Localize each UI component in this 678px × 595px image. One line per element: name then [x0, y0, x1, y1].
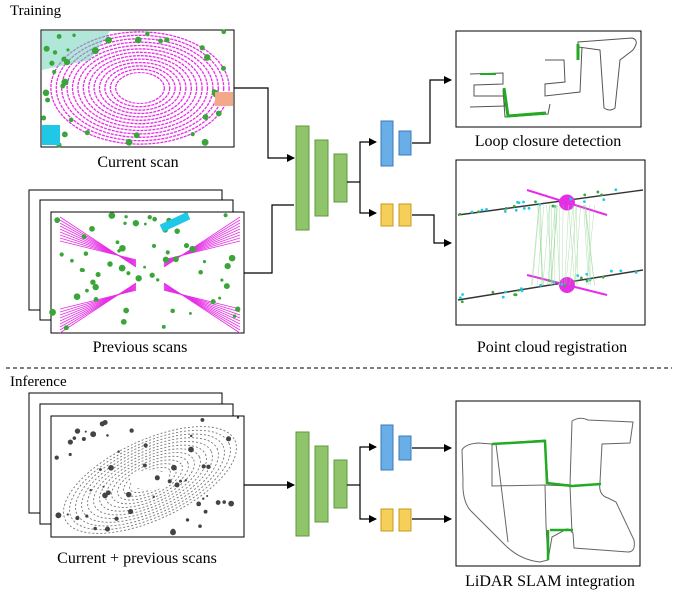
loop-closure-head-1	[380, 120, 394, 167]
training-section-title: Training	[10, 3, 62, 19]
inference-encoder	[295, 431, 348, 537]
previous-scans-label: Previous scans	[92, 339, 188, 356]
current-scan-connector	[234, 87, 295, 162]
previous-scans-stack	[28, 189, 245, 334]
previous-scans-connector	[244, 204, 294, 274]
current-scan-label: Current scan	[97, 154, 179, 171]
training-heads	[347, 76, 452, 247]
inference-heads	[347, 424, 452, 532]
loop-closure-output-image	[455, 30, 642, 128]
inference-section-title: Inference	[10, 374, 67, 390]
slam-output-image	[455, 400, 641, 567]
slam-label: LiDAR SLAM integration	[465, 573, 635, 590]
registration-output-image	[455, 159, 646, 326]
registration-head-2	[398, 203, 412, 227]
current-previous-label: Current + previous scans	[57, 550, 217, 567]
registration-label: Point cloud registration	[476, 339, 628, 356]
training-encoder	[295, 125, 348, 231]
loop-closure-head-2	[398, 130, 412, 156]
inference-scans-stack	[28, 392, 245, 538]
loop-closure-label: Loop closure detection	[474, 133, 622, 150]
current-scan-image	[40, 29, 235, 148]
training-input-connectors	[234, 87, 295, 274]
registration-head-1	[380, 203, 394, 227]
